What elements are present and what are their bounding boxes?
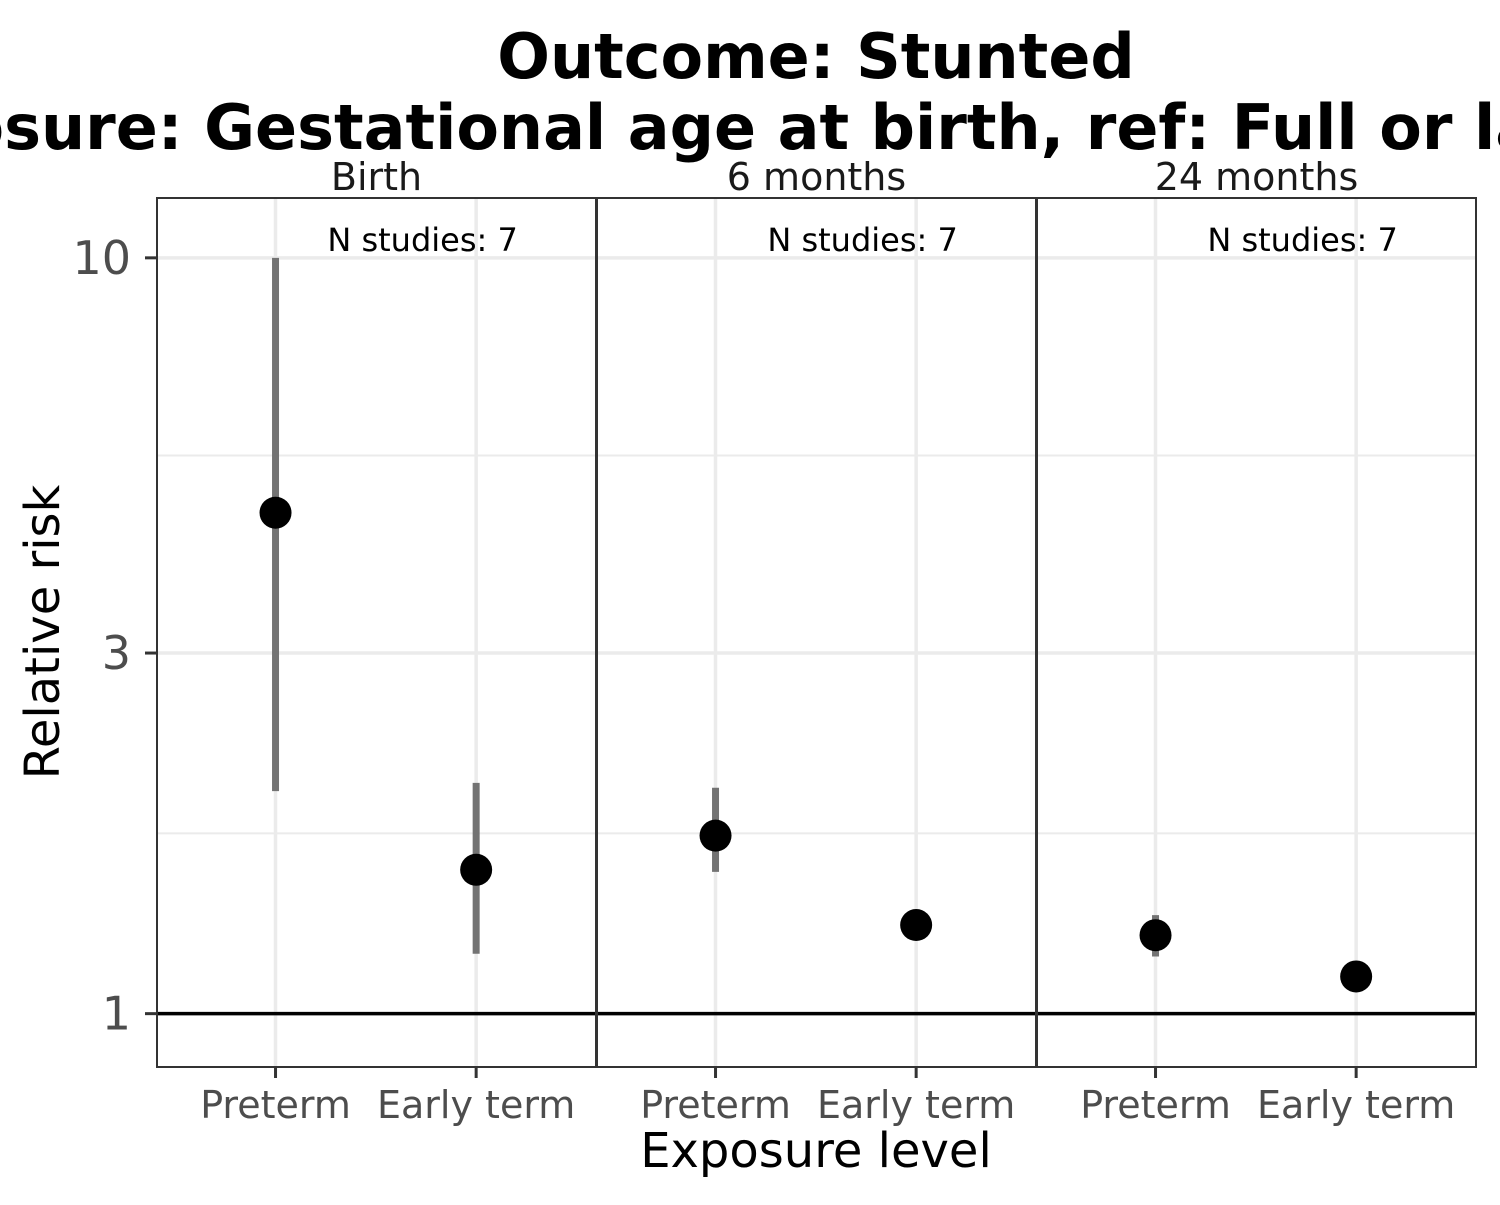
x-tick-label: Early term xyxy=(817,1083,1015,1127)
n-studies-annotation: N studies: 7 xyxy=(327,221,517,259)
chart-title-line-1: Outcome: Stunted xyxy=(497,20,1135,93)
panel-border xyxy=(1036,197,1477,1068)
y-axis: 1 3 10 xyxy=(72,231,157,1041)
panel-background xyxy=(157,198,596,1067)
x-axis-title: Exposure level xyxy=(640,1123,992,1179)
y-tick-label: 3 xyxy=(102,626,131,680)
facet-panel-2: 24 months N studies: 7 Preterm Early term xyxy=(1036,155,1477,1127)
facet-strip-label: 24 months xyxy=(1155,155,1359,199)
estimate-point xyxy=(900,909,933,942)
estimate-point xyxy=(460,853,493,886)
n-studies-annotation: N studies: 7 xyxy=(767,221,957,259)
estimate-point xyxy=(1139,919,1172,952)
y-tick-label: 1 xyxy=(102,987,131,1041)
y-tick-label: 10 xyxy=(72,231,131,285)
x-tick-label: Preterm xyxy=(1080,1083,1231,1127)
n-studies-annotation: N studies: 7 xyxy=(1207,221,1397,259)
y-axis-title: Relative risk xyxy=(15,484,71,779)
x-tick-label: Early term xyxy=(377,1083,575,1127)
chart-title-line-2: Exposure: Gestational age at birth, ref:… xyxy=(0,91,1500,164)
x-tick-label: Early term xyxy=(1257,1083,1455,1127)
panel-background xyxy=(1037,198,1476,1067)
x-tick-label: Preterm xyxy=(640,1083,791,1127)
facet-strip-label: 6 months xyxy=(727,155,906,199)
facet-strip-label: Birth xyxy=(331,155,422,199)
estimate-point xyxy=(699,819,732,852)
facet-panel-0: Birth N studies: 7 Preterm Early term xyxy=(156,155,597,1127)
panel-background xyxy=(597,198,1036,1067)
estimate-point xyxy=(1340,960,1373,993)
estimate-point xyxy=(259,496,292,529)
x-tick-label: Preterm xyxy=(200,1083,351,1127)
facet-panel-1: 6 months N studies: 7 Preterm Early term xyxy=(596,155,1037,1127)
